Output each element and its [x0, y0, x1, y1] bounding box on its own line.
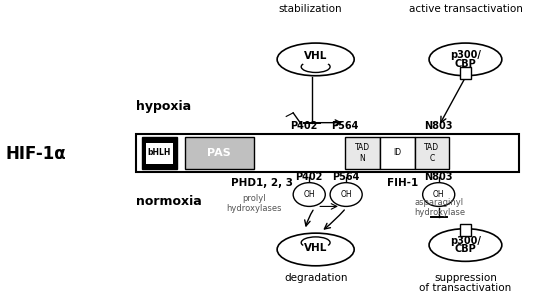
Ellipse shape	[330, 183, 362, 206]
Bar	[146, 143, 173, 164]
Ellipse shape	[301, 55, 330, 67]
Text: P402: P402	[295, 172, 323, 182]
Text: stabilization: stabilization	[279, 4, 342, 14]
Text: C: C	[430, 154, 434, 163]
Text: ID: ID	[393, 148, 401, 157]
Ellipse shape	[301, 237, 330, 248]
Bar	[345, 137, 380, 169]
Text: OH: OH	[433, 190, 445, 199]
Text: active transactivation: active transactivation	[409, 4, 522, 14]
Text: asparaginyl
hydroxylase: asparaginyl hydroxylase	[415, 198, 466, 217]
Bar	[460, 224, 471, 236]
Text: p300/: p300/	[450, 236, 481, 246]
Text: degradation: degradation	[284, 273, 347, 283]
Text: PHD1, 2, 3: PHD1, 2, 3	[231, 178, 293, 188]
Text: N803: N803	[424, 172, 453, 182]
Text: suppression: suppression	[434, 273, 497, 283]
Text: CBP: CBP	[455, 244, 476, 255]
Ellipse shape	[429, 43, 502, 76]
Text: N: N	[360, 154, 365, 163]
Text: CBP: CBP	[455, 59, 476, 69]
Text: P564: P564	[331, 121, 359, 131]
Bar	[142, 137, 177, 169]
Text: OH: OH	[340, 190, 352, 199]
Text: N803: N803	[424, 121, 453, 131]
Text: OH: OH	[303, 190, 315, 199]
Text: VHL: VHL	[304, 51, 327, 61]
Ellipse shape	[277, 43, 354, 76]
Text: P564: P564	[332, 172, 360, 182]
Text: normoxia: normoxia	[136, 195, 202, 208]
Text: P402: P402	[290, 121, 318, 131]
Text: bHLH: bHLH	[148, 148, 171, 157]
Text: PAS: PAS	[208, 148, 231, 158]
Text: prolyl
hydroxylases: prolyl hydroxylases	[226, 194, 282, 213]
Ellipse shape	[301, 61, 330, 72]
Text: HIF-1α: HIF-1α	[5, 146, 66, 163]
Text: hypoxia: hypoxia	[136, 100, 192, 113]
Ellipse shape	[423, 183, 455, 206]
Bar	[136, 134, 519, 172]
Bar	[380, 137, 415, 169]
Text: FIH-1: FIH-1	[387, 178, 418, 188]
Text: TAD: TAD	[424, 143, 440, 152]
Ellipse shape	[429, 229, 502, 261]
Text: VHL: VHL	[304, 243, 327, 253]
Text: p300/: p300/	[450, 50, 481, 60]
Text: TAD: TAD	[355, 143, 370, 152]
Ellipse shape	[293, 183, 325, 206]
Bar	[185, 137, 254, 169]
Ellipse shape	[277, 233, 354, 266]
Bar	[415, 137, 449, 169]
Bar	[460, 67, 471, 79]
Ellipse shape	[301, 243, 330, 254]
Text: of transactivation: of transactivation	[419, 283, 511, 293]
